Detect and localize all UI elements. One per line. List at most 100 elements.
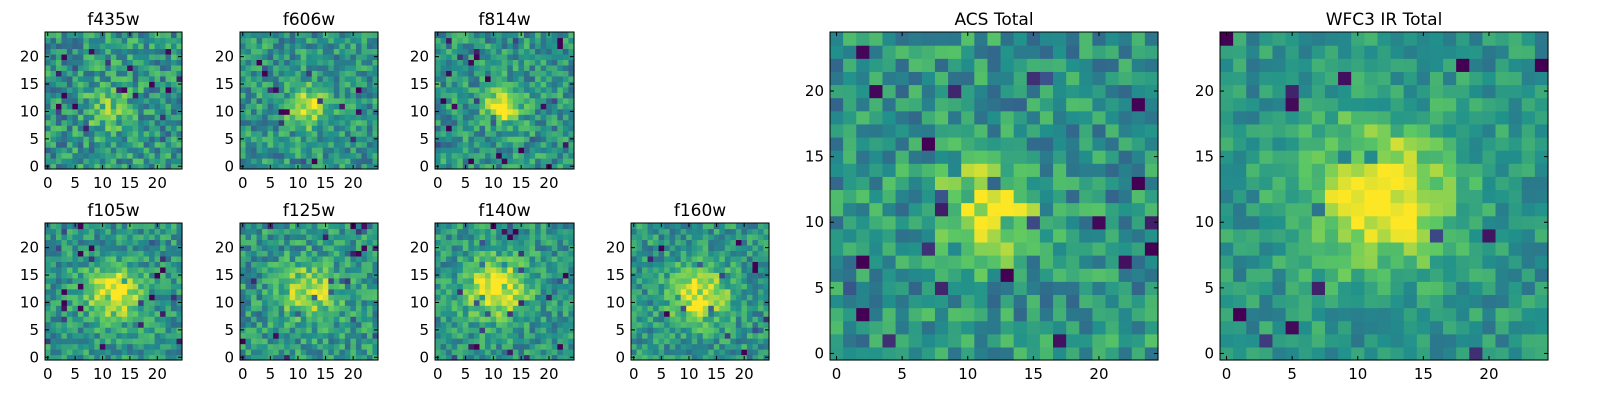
heatmap-cell — [251, 338, 258, 345]
heatmap-cell — [273, 283, 280, 290]
heatmap-cell — [1066, 202, 1080, 217]
heatmap-cell — [45, 158, 52, 165]
heatmap-cell — [322, 125, 329, 132]
heatmap-cell — [713, 305, 720, 312]
heatmap-cell — [507, 294, 514, 301]
heatmap-cell — [501, 125, 508, 132]
heatmap-cell — [473, 327, 481, 334]
heatmap-cell — [160, 42, 167, 50]
heatmap-cell — [451, 327, 458, 334]
heatmap-cell — [350, 141, 357, 148]
heatmap-cell — [735, 228, 742, 235]
heatmap-cell — [658, 255, 665, 262]
heatmap-cell — [568, 37, 575, 44]
heatmap-cell — [496, 244, 503, 251]
heatmap-cell — [171, 114, 178, 121]
heatmap-cell — [355, 42, 363, 50]
heatmap-cell — [948, 294, 962, 309]
heatmap-cell — [127, 136, 134, 143]
heatmap-cell — [105, 316, 112, 323]
heatmap-cell — [55, 158, 63, 165]
heatmap-cell — [435, 130, 442, 137]
heatmap-cell — [171, 288, 178, 295]
heatmap-cell — [160, 233, 167, 241]
heatmap-cell — [262, 239, 269, 246]
heatmap-cell — [88, 299, 95, 306]
heatmap-cell — [256, 92, 263, 99]
heatmap-cell — [262, 244, 269, 251]
heatmap-cell — [322, 316, 329, 323]
heatmap-cell — [551, 288, 558, 295]
heatmap-cell — [121, 294, 128, 301]
heatmap-cell — [752, 327, 759, 334]
heatmap-cell — [1026, 268, 1041, 282]
heatmap-cell — [647, 244, 654, 251]
heatmap-cell — [132, 338, 139, 345]
heatmap-cell — [642, 266, 649, 273]
heatmap-cell — [55, 338, 63, 345]
heatmap-cell — [361, 108, 368, 115]
heatmap-cell — [501, 305, 508, 312]
heatmap-cell — [300, 103, 307, 110]
heatmap-cell — [462, 327, 469, 334]
heatmap-cell — [149, 158, 156, 165]
heatmap-cell — [295, 332, 302, 339]
heatmap-cell — [551, 255, 558, 262]
heatmap-cell — [138, 239, 145, 246]
heatmap-cell — [160, 277, 167, 284]
heatmap-cell — [468, 119, 475, 126]
heatmap-cell — [746, 228, 754, 235]
heatmap-cell — [540, 92, 547, 99]
heatmap-cell — [479, 32, 486, 39]
heatmap-cell — [708, 266, 715, 273]
heatmap-cell — [457, 32, 464, 39]
heatmap-cell — [55, 163, 63, 170]
heatmap-cell — [535, 288, 542, 295]
heatmap-cell — [1000, 215, 1015, 230]
heatmap-cell — [479, 255, 486, 262]
heatmap-cell — [501, 332, 508, 339]
heatmap-cell — [278, 288, 285, 295]
heatmap-cell — [240, 310, 247, 317]
heatmap-cell — [328, 59, 335, 66]
heatmap-cell — [479, 75, 486, 82]
heatmap-cell — [372, 119, 379, 126]
heatmap-cell — [132, 103, 139, 110]
heatmap-cell — [149, 97, 156, 104]
heatmap-cell — [350, 261, 357, 268]
heatmap-cell — [110, 97, 117, 104]
x-tick-label: 0 — [238, 174, 248, 192]
heatmap-cell — [66, 59, 73, 66]
heatmap-cell — [485, 299, 492, 306]
heatmap-cell — [300, 354, 307, 361]
heatmap-cell — [680, 239, 687, 246]
heatmap-cell — [121, 250, 128, 257]
heatmap-cell — [322, 86, 329, 93]
heatmap-cell — [344, 332, 351, 339]
heatmap-cell — [562, 81, 570, 88]
heatmap-cell — [1066, 189, 1080, 204]
heatmap-cell — [702, 338, 709, 345]
heatmap-cell — [322, 53, 329, 60]
heatmap-cell — [99, 103, 106, 110]
heatmap-cell — [83, 321, 90, 328]
heatmap-cell — [72, 261, 79, 268]
heatmap-cell — [116, 103, 123, 110]
heatmap-cell — [77, 37, 84, 44]
heatmap-cell — [322, 327, 329, 334]
heatmap-cell — [529, 299, 536, 306]
heatmap-cell — [344, 53, 351, 60]
heatmap-cell — [165, 310, 172, 317]
heatmap-cell — [518, 288, 525, 295]
heatmap-cell — [490, 272, 497, 279]
heatmap-cell — [512, 239, 519, 246]
heatmap-cell — [961, 189, 975, 204]
heatmap-cell — [713, 266, 720, 273]
heatmap-cell — [355, 37, 363, 44]
heatmap-cell — [680, 261, 687, 268]
heatmap-cell — [664, 288, 671, 295]
heatmap-cell — [322, 119, 329, 126]
heatmap-cell — [529, 223, 536, 230]
heatmap-cell — [468, 343, 475, 350]
heatmap-cell — [99, 338, 106, 345]
